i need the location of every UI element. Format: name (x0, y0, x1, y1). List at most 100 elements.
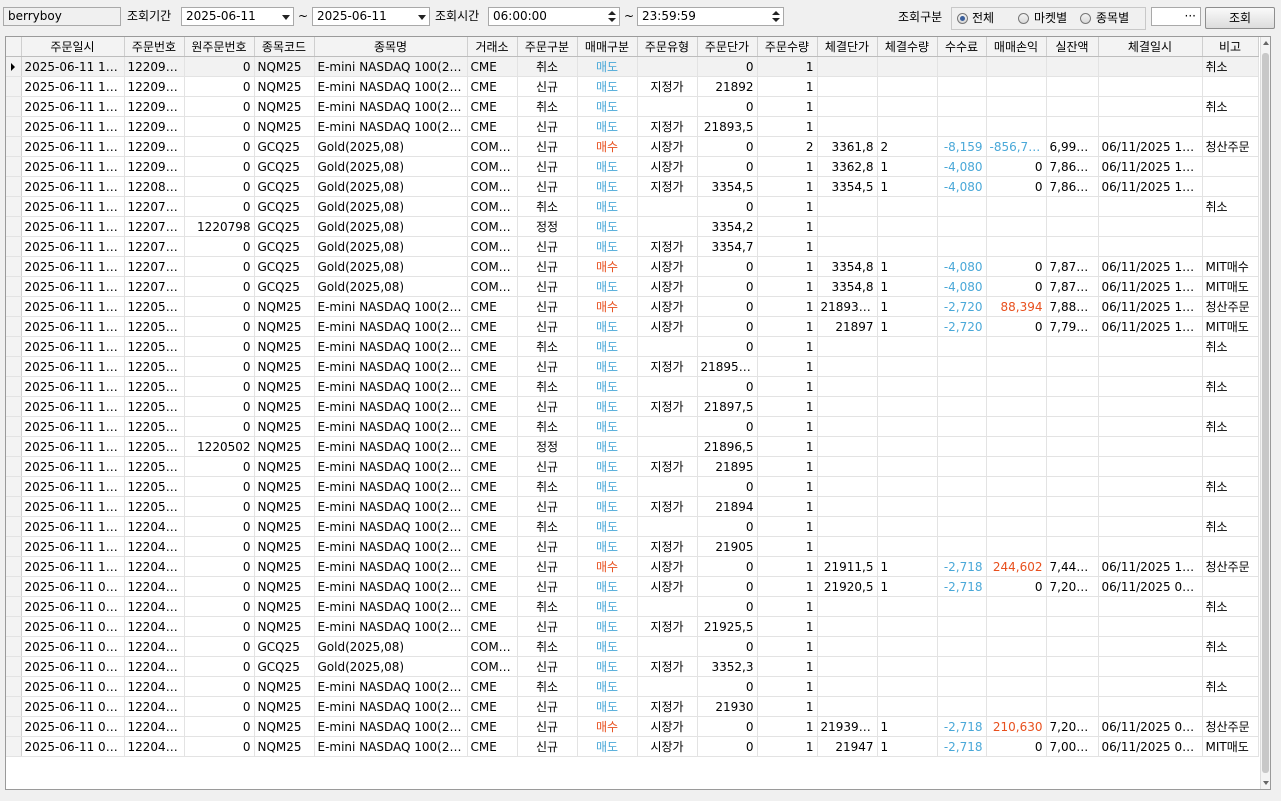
row-indicator[interactable] (6, 416, 22, 437)
table-row[interactable]: 2025-06-11 09:… 1220428 0 NQM25 E-mini NASDA… (6, 676, 1259, 697)
account-field[interactable]: berryboy (3, 7, 121, 26)
radio-all[interactable] (957, 13, 968, 24)
table-row[interactable]: 2025-06-11 11:… 1220799 1220798 GCQ25 Gold(2… (6, 216, 1259, 237)
table-row[interactable]: 2025-06-11 10:… 1220500 0 NQM25 E-mini NASDA… (6, 496, 1259, 517)
row-indicator[interactable] (6, 596, 22, 617)
vertical-scrollbar[interactable] (1260, 37, 1270, 789)
row-indicator[interactable] (6, 676, 22, 697)
row-indicator[interactable] (6, 96, 22, 117)
row-indicator[interactable] (6, 336, 22, 357)
row-indicator[interactable] (6, 436, 22, 457)
radio-symbol-label[interactable]: 종목별 (1096, 11, 1130, 25)
row-indicator[interactable] (6, 76, 22, 97)
table-row[interactable]: 2025-06-11 09:… 1220460 0 NQM25 E-mini NASDA… (6, 616, 1259, 637)
table-row[interactable]: 2025-06-11 10:… 1220474 0 NQM25 E-mini NASDA… (6, 556, 1259, 577)
row-indicator[interactable] (6, 536, 22, 557)
row-indicator[interactable] (6, 556, 22, 577)
table-row[interactable]: 2025-06-11 10:… 1220531 0 NQM25 E-mini NASDA… (6, 356, 1259, 377)
header-pnl[interactable]: 매매손익 (986, 37, 1047, 57)
spin-down-icon[interactable] (608, 18, 616, 22)
header-order-time[interactable]: 주문일시 (21, 37, 125, 57)
scroll-thumb[interactable] (1262, 53, 1269, 773)
header-orig-order-no[interactable]: 원주문번호 (184, 37, 255, 57)
table-row[interactable]: 2025-06-11 13:… 1220977 0 NQM25 E-mini NASDA… (6, 116, 1259, 137)
row-indicator[interactable] (6, 276, 22, 297)
row-indicator[interactable] (6, 716, 22, 737)
table-row[interactable]: 2025-06-11 09:… 1220402 0 NQM25 E-mini NASDA… (6, 736, 1259, 757)
row-indicator[interactable] (6, 316, 22, 337)
table-row[interactable]: 2025-06-11 11:… 1220789 0 GCQ25 Gold(2025,08… (6, 276, 1259, 297)
table-row[interactable]: 2025-06-11 13:… 1220978 0 NQM25 E-mini NASDA… (6, 56, 1259, 77)
table-row[interactable]: 2025-06-11 09:… 1220428 0 NQM25 E-mini NASDA… (6, 696, 1259, 717)
row-indicator[interactable] (6, 116, 22, 137)
header-exchange[interactable]: 거래소 (467, 37, 518, 57)
header-side[interactable]: 매매구분 (577, 37, 638, 57)
table-row[interactable]: 2025-06-11 10:… 1220525 0 NQM25 E-mini NASDA… (6, 376, 1259, 397)
table-row[interactable]: 2025-06-11 11:… 1220798 0 GCQ25 Gold(2025,08… (6, 236, 1259, 257)
chevron-down-icon[interactable] (418, 15, 426, 20)
table-row[interactable]: 2025-06-11 11:… 1220792 0 GCQ25 Gold(2025,08… (6, 256, 1259, 277)
table-row[interactable]: 2025-06-11 10:… 1220502 0 NQM25 E-mini NASDA… (6, 456, 1259, 477)
row-indicator[interactable] (6, 136, 22, 157)
header-balance[interactable]: 실잔액 (1046, 37, 1099, 57)
row-indicator[interactable] (6, 696, 22, 717)
table-row[interactable]: 2025-06-11 11:… 1220810 0 GCQ25 Gold(2025,08… (6, 176, 1259, 197)
radio-all-label[interactable]: 전체 (972, 11, 995, 25)
table-row[interactable]: 2025-06-11 10:… 1220503 1220502 NQM25 E-mini… (6, 436, 1259, 457)
table-row[interactable]: 2025-06-11 10:… 1220546 0 NQM25 E-mini NASDA… (6, 296, 1259, 317)
date-from-picker[interactable]: 2025-06-11 (181, 7, 294, 26)
row-indicator[interactable] (6, 616, 22, 637)
row-indicator[interactable] (6, 656, 22, 677)
row-indicator[interactable] (6, 256, 22, 277)
header-symbol-name[interactable]: 종목명 (314, 37, 468, 57)
symbol-lookup-field[interactable]: ··· (1151, 7, 1201, 26)
query-button[interactable]: 조회 (1205, 7, 1275, 29)
table-row[interactable]: 2025-06-11 10:… 1220538 0 NQM25 E-mini NASDA… (6, 316, 1259, 337)
time-from-spinner[interactable]: 06:00:00 (488, 7, 620, 26)
radio-market-label[interactable]: 마켓별 (1034, 11, 1068, 25)
row-indicator[interactable] (6, 496, 22, 517)
header-order-kind[interactable]: 주문구분 (517, 37, 578, 57)
table-row[interactable]: 2025-06-11 09:… 1220446 0 GCQ25 Gold(2025,08… (6, 636, 1259, 657)
scroll-down-icon[interactable] (1263, 781, 1269, 785)
row-indicator[interactable] (6, 376, 22, 397)
chevron-down-icon[interactable] (282, 15, 290, 20)
row-indicator[interactable] (6, 576, 22, 597)
row-indicator[interactable] (6, 396, 22, 417)
radio-market[interactable] (1018, 13, 1029, 24)
header-order-qty[interactable]: 주문수량 (757, 37, 818, 57)
table-row[interactable]: 2025-06-11 09:… 1220463 0 NQM25 E-mini NASDA… (6, 576, 1259, 597)
spin-down-icon[interactable] (772, 18, 780, 22)
header-symbol-code[interactable]: 종목코드 (254, 37, 315, 57)
table-row[interactable]: 2025-06-11 10:… 1220489 0 NQM25 E-mini NASDA… (6, 516, 1259, 537)
table-row[interactable]: 2025-06-11 10:… 1220500 0 NQM25 E-mini NASDA… (6, 476, 1259, 497)
row-indicator[interactable] (6, 236, 22, 257)
row-indicator[interactable] (6, 456, 22, 477)
row-indicator[interactable] (6, 736, 22, 757)
spin-up-icon[interactable] (608, 11, 616, 15)
row-indicator[interactable] (6, 156, 22, 177)
header-note[interactable]: 비고 (1202, 37, 1259, 57)
header-fill-qty[interactable]: 체결수량 (877, 37, 938, 57)
time-to-spinner[interactable]: 23:59:59 (637, 7, 784, 26)
table-row[interactable]: 2025-06-11 10:… 1220531 0 NQM25 E-mini NASDA… (6, 336, 1259, 357)
table-row[interactable]: 2025-06-11 09:… 1220460 0 NQM25 E-mini NASDA… (6, 596, 1259, 617)
table-row[interactable]: 2025-06-11 13:… 1220974 0 GCQ25 Gold(2025,08… (6, 136, 1259, 157)
row-indicator[interactable] (6, 356, 22, 377)
table-row[interactable]: 2025-06-11 10:… 1220503 0 NQM25 E-mini NASDA… (6, 416, 1259, 437)
date-to-picker[interactable]: 2025-06-11 (312, 7, 430, 26)
row-indicator[interactable] (6, 516, 22, 537)
row-indicator[interactable] (6, 636, 22, 657)
table-row[interactable]: 2025-06-11 13:… 1220978 0 NQM25 E-mini NASDA… (6, 76, 1259, 97)
spin-up-icon[interactable] (772, 11, 780, 15)
header-order-price[interactable]: 주문단가 (697, 37, 758, 57)
more-icon[interactable]: ··· (1184, 9, 1196, 23)
header-fill-time[interactable]: 체결일시 (1098, 37, 1203, 57)
table-row[interactable]: 2025-06-11 10:… 1220489 0 NQM25 E-mini NASDA… (6, 536, 1259, 557)
row-indicator[interactable] (6, 476, 22, 497)
table-row[interactable]: 2025-06-11 09:… 1220446 0 GCQ25 Gold(2025,08… (6, 656, 1259, 677)
table-row[interactable]: 2025-06-11 09:… 1220404 0 NQM25 E-mini NASDA… (6, 716, 1259, 737)
table-row[interactable]: 2025-06-11 13:… 1220912 0 GCQ25 Gold(2025,08… (6, 156, 1259, 177)
radio-symbol[interactable] (1080, 13, 1091, 24)
header-order-type[interactable]: 주문유형 (637, 37, 698, 57)
